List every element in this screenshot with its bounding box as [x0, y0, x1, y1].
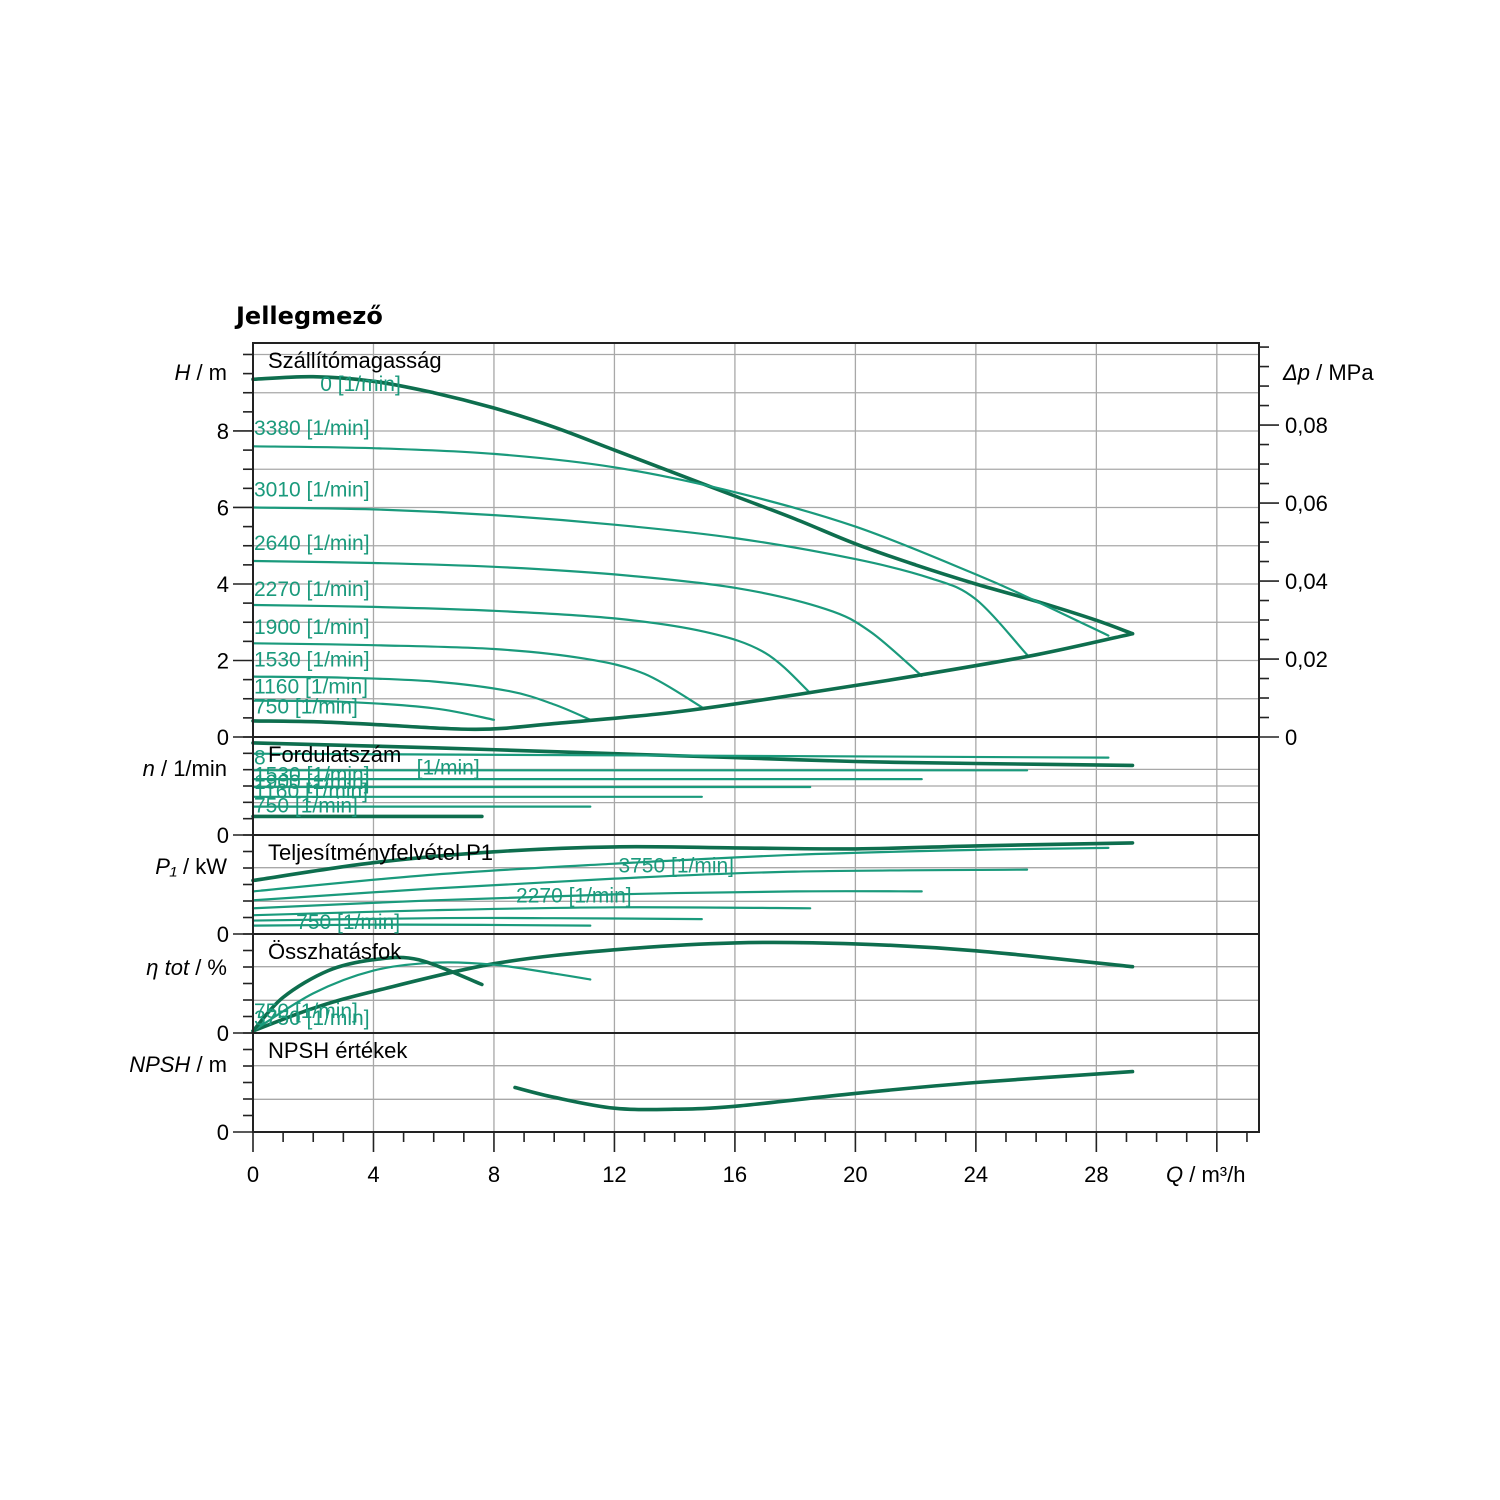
- y2-axis-symbol: Δp: [1282, 360, 1316, 385]
- grid-layer: [253, 343, 1259, 1132]
- panel-title-speed: Fordulatszám: [268, 742, 401, 767]
- y-tick-label: 2: [217, 648, 229, 673]
- chart-title: Jellegmező: [234, 302, 383, 330]
- curve-label: 3750 [1/min]: [254, 1007, 370, 1030]
- y-axis-symbol: n: [143, 756, 161, 781]
- y-axis-label-npsh: NPSH / m: [129, 1052, 227, 1077]
- curve-head-2270-1-min-: [251, 603, 812, 695]
- curve-label: 2270 [1/min]: [254, 578, 370, 601]
- curve-label: 1530 [1/min]: [254, 649, 370, 672]
- y-axis-label-head: H / m: [174, 360, 227, 385]
- curve-head-3380-1-min-: [251, 445, 1110, 637]
- curve-head-3010-1-min-: [251, 506, 1029, 656]
- x-tick-label: 20: [843, 1162, 867, 1187]
- curve-layer: [251, 374, 1135, 1112]
- y-axis-unit: / kW: [183, 854, 227, 879]
- y2-axis-label: Δp / MPa: [1282, 360, 1374, 385]
- curve-label: 2640 [1/min]: [254, 532, 370, 555]
- y-tick-label: 0: [217, 1120, 229, 1145]
- y-axis-symbol: H: [174, 360, 196, 385]
- curve-head-1160-1-min-: [251, 699, 496, 721]
- y2-tick-label: 0,06: [1285, 491, 1328, 516]
- curve-efficiency-max: [251, 940, 1135, 1033]
- label-layer: Szállítómagasság 3380 [1/min] 3010 [1/min]…: [254, 348, 734, 1063]
- curve-label: 3750 [1/min]: [618, 855, 734, 878]
- curve-label: 750 [1/min]: [254, 1000, 358, 1023]
- y2-axis-unit: / MPa: [1316, 360, 1374, 385]
- curve-speed-3380: [251, 752, 1110, 759]
- panel-title-npsh: NPSH értékek: [268, 1038, 408, 1063]
- y-tick-label: 6: [217, 495, 229, 520]
- x-axis-symbol: Q: [1166, 1162, 1189, 1187]
- curve-label: 1160 [1/min]: [254, 675, 368, 698]
- curve-label: 1160 [1/min]: [254, 780, 368, 803]
- panel-frame-head: [252, 342, 1260, 738]
- panel-title-power: Teljesítményfelvétel P1: [268, 840, 493, 865]
- curve-npsh-npsh: [513, 1069, 1135, 1112]
- x-tick-label: 4: [367, 1162, 379, 1187]
- curve-head-2640-1-min-: [251, 559, 923, 677]
- curve-head-boundary: [251, 631, 1135, 732]
- x-tick-label: 24: [964, 1162, 988, 1187]
- curve-head-max: [251, 374, 1135, 636]
- y-axis-unit: / m: [196, 1052, 227, 1077]
- y-axis-unit: / 1/min: [161, 756, 227, 781]
- curve-power-3010: [251, 868, 1029, 902]
- x-tick-label: 28: [1084, 1162, 1108, 1187]
- x-tick-label: 0: [247, 1162, 259, 1187]
- curve-power-1530: [251, 923, 592, 927]
- curve-label: 1900 [1/min]: [254, 771, 370, 794]
- y-axis-label-power: P₁ / kW: [155, 854, 227, 879]
- curve-label: 2270 [1/min]: [516, 884, 632, 907]
- y-tick-label: 0: [217, 823, 229, 848]
- curve-head-1900-1-min-: [251, 642, 703, 709]
- curve-label: 8: [254, 747, 266, 770]
- y-axis-symbol: η tot: [146, 955, 195, 980]
- panel-title-efficiency: Összhatásfok: [268, 939, 402, 964]
- curve-head-1530-1-min-: [251, 675, 592, 721]
- curve-label: 1530 [1/min]: [254, 763, 370, 786]
- x-axis-label: Q / m³/h: [1166, 1162, 1245, 1187]
- y2-tick-label: 0,04: [1285, 569, 1328, 594]
- curve-power-2270: [251, 906, 812, 917]
- curve-label: 0 [1/min]: [320, 373, 401, 396]
- y2-tick-label: 0,08: [1285, 413, 1328, 438]
- y-axis-unit: / %: [195, 955, 227, 980]
- y-tick-label: 0: [217, 922, 229, 947]
- curve-power-3380: [251, 846, 1110, 893]
- curve-label: 750 [1/min]: [254, 795, 358, 818]
- y-axis-symbol: NPSH: [129, 1052, 196, 1077]
- curve-label: 3010 [1/min]: [254, 478, 370, 501]
- y-tick-label: 0: [217, 725, 229, 750]
- x-axis-unit: / m³/h: [1189, 1162, 1245, 1187]
- curve-power-2640: [251, 890, 923, 910]
- y2-tick-label: 0: [1285, 725, 1297, 750]
- curve-power-1900: [251, 916, 703, 922]
- x-tick-label: 16: [723, 1162, 747, 1187]
- x-tick-label: 12: [602, 1162, 626, 1187]
- y-tick-label: 0: [217, 1021, 229, 1046]
- y-tick-label: 4: [217, 572, 229, 597]
- y-axis-label-speed: n / 1/min: [143, 756, 227, 781]
- curve-efficiency-750: [251, 955, 484, 1033]
- x-tick-label: 8: [488, 1162, 500, 1187]
- curve-label: 750 [1/min]: [254, 696, 358, 719]
- curve-power-max: [251, 841, 1135, 883]
- curve-label: [1/min]: [417, 756, 480, 779]
- curve-speed-max: [251, 741, 1135, 768]
- y-tick-label: 8: [217, 419, 229, 444]
- panel-title-head: Szállítómagasság: [268, 348, 442, 373]
- curve-label: 1900 [1/min]: [254, 616, 370, 639]
- y-axis-unit: / m: [196, 360, 227, 385]
- curve-label: 3380 [1/min]: [254, 417, 370, 440]
- y2-tick-label: 0,02: [1285, 647, 1328, 672]
- curve-label: 750 [1/min]: [296, 911, 400, 934]
- y-axis-label-efficiency: η tot / %: [146, 955, 227, 980]
- y-axis-symbol: P₁: [155, 854, 183, 879]
